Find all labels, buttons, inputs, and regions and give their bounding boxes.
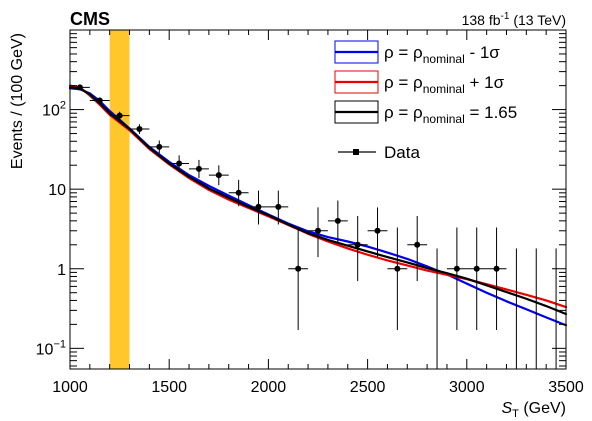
lumi-label: 138 fb-1 (13 TeV) [462, 11, 566, 28]
data-marker [176, 160, 183, 167]
x-axis-label-subscript: T [512, 408, 519, 420]
y-tick-exponent: −1 [53, 338, 66, 350]
data-point-15 [347, 216, 368, 282]
legend-label: ρ = ρnominal = 1.65 [384, 103, 517, 126]
data-marker [414, 241, 421, 248]
data-points-layer [70, 84, 557, 369]
legend-label: ρ = ρnominal + 1σ [384, 73, 505, 96]
data-marker [453, 265, 460, 272]
lumi-value: 138 fb [462, 12, 501, 28]
data-marker [473, 265, 480, 272]
data-marker [394, 265, 401, 272]
legend-entry-2: ρ = ρnominal + 1σ [334, 70, 505, 96]
legend-label-suffix: - 1σ [465, 43, 501, 62]
legend-label: ρ = ρnominal - 1σ [384, 43, 500, 66]
legend-label-subscript: nominal [423, 82, 465, 96]
data-point-6 [169, 155, 190, 172]
data-marker [235, 189, 242, 196]
data-point-16 [367, 207, 388, 258]
data-point-18 [407, 216, 428, 282]
data-marker [315, 227, 321, 234]
y-tick-label: 1 [57, 262, 66, 279]
x-tick-label: 2500 [350, 379, 386, 396]
legend-swatch-marker [353, 149, 359, 155]
y-tick-label: 102 [42, 100, 66, 120]
data-point-10 [248, 190, 269, 225]
data-marker [136, 126, 143, 133]
legend-label-suffix: + 1σ [465, 73, 505, 92]
data-point-19 [446, 227, 467, 330]
data-marker [295, 265, 302, 272]
data-point-11 [268, 190, 289, 225]
data-marker [275, 203, 282, 210]
highlight-band [109, 30, 130, 369]
data-marker [255, 203, 262, 210]
x-tick-label: 3000 [449, 379, 485, 396]
data-marker [96, 97, 103, 104]
legend-label: Data [384, 143, 420, 162]
lumi-exponent: -1 [501, 11, 510, 22]
data-marker [334, 217, 341, 224]
y-tick-exponent: 2 [60, 100, 66, 112]
series-line-1 [68, 87, 568, 327]
energy-label: (13 TeV) [509, 12, 566, 28]
x-tick-label: 1500 [151, 379, 187, 396]
y-tick-base: 10 [36, 341, 54, 358]
legend-entry-4: Data [338, 143, 420, 162]
x-axis-label-unit: (GeV) [519, 400, 566, 417]
y-tick-base: 10 [42, 103, 60, 120]
data-point-17 [387, 227, 408, 330]
y-tick-label: 10 [48, 182, 66, 199]
legend-entry-3: ρ = ρnominal = 1.65 [334, 100, 517, 126]
data-point-5 [149, 140, 170, 154]
y-tick-label: 10−1 [36, 338, 66, 358]
data-marker [215, 172, 222, 179]
data-point-3 [109, 111, 130, 120]
legend-label-subscript: nominal [423, 112, 465, 126]
data-marker [374, 227, 381, 234]
highlight-band-layer [109, 30, 130, 369]
legend: ρ = ρnominal - 1σρ = ρnominal + 1σρ = ρn… [334, 40, 517, 162]
legend-label-main: ρ = ρ [384, 73, 423, 92]
legend-label-main: ρ = ρ [384, 103, 423, 122]
data-marker [493, 265, 500, 272]
legend-label-subscript: nominal [423, 52, 465, 66]
data-marker [195, 165, 202, 172]
x-tick-label: 3500 [548, 379, 584, 396]
data-point-12 [288, 227, 309, 330]
data-marker [156, 143, 163, 150]
data-point-9 [228, 179, 249, 207]
x-tick-label: 2000 [251, 379, 287, 396]
x-axis-label-symbol: S [501, 400, 512, 417]
legend-label-main: ρ = ρ [384, 43, 423, 62]
data-marker [116, 112, 123, 119]
experiment-label: CMS [70, 9, 110, 29]
legend-label-suffix: = 1.65 [465, 103, 517, 122]
plot-frame [69, 29, 567, 370]
x-tick-label: 1000 [52, 379, 88, 396]
data-point-2 [89, 97, 110, 104]
legend-label-main: Data [384, 143, 420, 162]
data-point-13 [308, 207, 328, 258]
data-marker [354, 241, 361, 248]
data-point-8 [208, 165, 229, 186]
data-point-1 [70, 84, 90, 91]
y-axis-label: Events / (100 GeV) [9, 33, 26, 169]
data-point-21 [486, 227, 507, 330]
data-point-4 [129, 124, 150, 134]
data-point-20 [466, 227, 487, 330]
legend-entry-1: ρ = ρnominal - 1σ [334, 40, 500, 66]
data-point-14 [327, 200, 348, 244]
data-marker [76, 84, 83, 91]
data-point-7 [189, 159, 209, 179]
x-axis-label: ST (GeV) [501, 400, 566, 420]
